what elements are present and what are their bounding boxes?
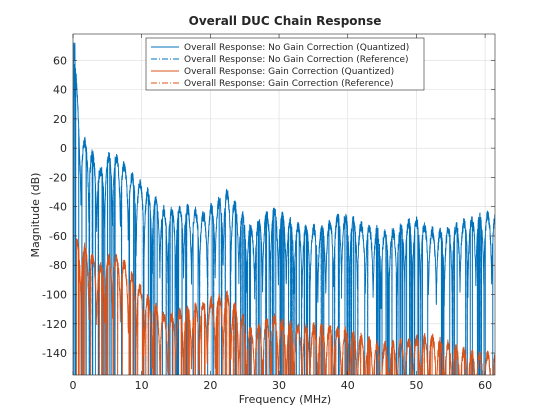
x-tick-label: 30: [272, 379, 286, 392]
y-axis-label: Magnitude (dB): [29, 173, 42, 258]
y-tick-label: 60: [53, 54, 67, 67]
series-layer: [73, 42, 495, 375]
plot-axes: 0 10 20 30 40 50 60 -140 -120 -100 -80 -60 -40 -20 0 2…: [42, 33, 496, 392]
y-tick-label: -40: [49, 201, 67, 214]
y-tick-label: -80: [49, 259, 67, 272]
y-tick-label: 0: [60, 142, 67, 155]
legend-entry-label: Overall Response: Gain Correction (Refer…: [184, 79, 393, 89]
x-tick-label: 20: [203, 379, 217, 392]
x-tick-label: 0: [70, 379, 77, 392]
legend-entry-label: Overall Response: No Gain Correction (Re…: [184, 55, 409, 65]
legend: Overall Response: No Gain Correction (Qu…: [145, 37, 425, 91]
series-no-gain-quantized: [73, 42, 495, 375]
series-no-gain-reference: [73, 69, 495, 375]
y-tick-label: -140: [42, 347, 67, 360]
x-tick-label: 60: [478, 379, 492, 392]
legend-box: [145, 37, 425, 91]
y-axis: -140 -120 -100 -80 -60 -40 -20 0 20 40 60: [42, 54, 495, 360]
y-tick-label: -20: [49, 171, 67, 184]
y-tick-label: 20: [53, 113, 67, 126]
y-tick-label: -100: [42, 289, 67, 302]
legend-entry-label: Overall Response: Gain Correction (Quant…: [184, 67, 394, 77]
x-axis: 0 10 20 30 40 50 60: [70, 34, 492, 392]
series-gain-reference: [75, 239, 495, 375]
chart-title: Overall DUC Chain Response: [189, 14, 382, 28]
x-tick-label: 40: [341, 379, 355, 392]
x-tick-label: 10: [135, 379, 149, 392]
plot-box: [72, 33, 496, 376]
y-tick-label: 40: [53, 84, 67, 97]
x-tick-label: 50: [409, 379, 423, 392]
x-axis-label: Frequency (MHz): [239, 393, 331, 406]
y-tick-label: -60: [49, 230, 67, 243]
y-tick-label: -120: [42, 318, 67, 331]
legend-entry-label: Overall Response: No Gain Correction (Qu…: [184, 43, 409, 53]
